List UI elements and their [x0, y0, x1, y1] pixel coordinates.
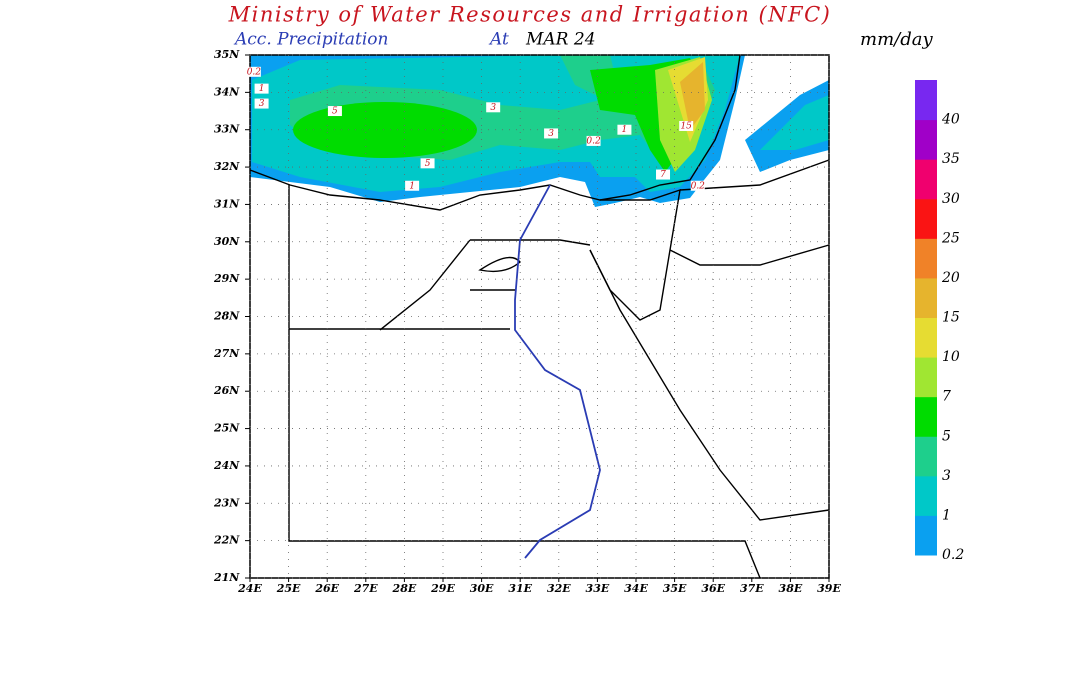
lat-tick-label: 21N: [213, 571, 240, 584]
colorbar-swatch: [915, 515, 937, 556]
colorbar-swatch: [915, 277, 937, 318]
precip-15: [680, 62, 705, 130]
sinai: [589, 188, 681, 321]
colorbar-label: 5: [942, 428, 951, 444]
contour-label: 0.2: [586, 136, 601, 146]
colorbar-swatch: [915, 357, 937, 398]
product: Acc. Precipitation: [233, 30, 388, 50]
contour-label-box: [254, 83, 269, 94]
colorbar-label: 15: [942, 310, 960, 326]
contour-label-box: [405, 180, 420, 191]
lat-tick-label: 30N: [214, 235, 240, 248]
lat-tick-label: 28N: [213, 310, 240, 323]
colorbar-swatch: [915, 436, 937, 477]
lat-tick-label: 24N: [213, 459, 240, 472]
contour-label: 3: [490, 103, 496, 113]
contour-label: 7: [660, 170, 666, 180]
lake: [478, 256, 521, 273]
colorbar-label: 40: [941, 112, 960, 128]
at-label: At: [488, 30, 509, 50]
lat-tick-label: 35N: [214, 48, 240, 61]
lat-tick-label: 32N: [214, 160, 240, 173]
lon-tick-label: 31E: [508, 582, 532, 595]
unit: mm/day: [860, 29, 933, 50]
colorbar-label: 10: [942, 349, 960, 365]
colorbar-label: 3: [942, 468, 951, 484]
contour-label: 0.2: [691, 181, 706, 191]
contour-label: 1: [409, 181, 415, 191]
precip-field: [250, 55, 829, 207]
contour-label: 1: [259, 84, 265, 94]
colorbar-label: 20: [941, 270, 960, 286]
colorbar-label: 0.2: [942, 547, 964, 563]
contour-label-box: [679, 120, 694, 131]
lat-tick-label: 29N: [213, 272, 240, 285]
lat-tick-label: 34N: [214, 85, 240, 98]
contour-label-box: [254, 98, 269, 109]
lon-tick-label: 33E: [586, 582, 610, 595]
colorbar-swatch: [915, 475, 937, 516]
lon-tick-label: 24E: [237, 582, 262, 595]
lon-tick-label: 26E: [314, 582, 339, 595]
contour-label-box: [656, 169, 671, 180]
border: [679, 159, 830, 191]
contour-label-box: [690, 180, 705, 191]
colorbar-label: 30: [942, 191, 960, 207]
contour-label-box: [586, 135, 601, 146]
precip-1: [760, 95, 829, 150]
lon-tick-label: 35E: [663, 582, 687, 595]
contour-label: 5: [332, 107, 338, 117]
title: Ministry of Water Resources and Irrigati…: [228, 3, 832, 27]
colorbar-swatch: [915, 396, 937, 437]
lat-tick-label: 25N: [213, 422, 240, 435]
colorbar-label: 25: [941, 230, 960, 246]
colorbar-label: 1: [942, 507, 951, 523]
date: MAR 24: [525, 30, 596, 50]
lat-tick-label: 31N: [214, 197, 240, 210]
lon-tick-label: 30E: [470, 582, 494, 595]
colorbar-swatch: [915, 198, 937, 239]
lon-tick-label: 34E: [624, 582, 648, 595]
lon-tick-label: 37E: [740, 582, 764, 595]
contour-label: 5: [425, 159, 431, 169]
contour-label: 3: [259, 99, 265, 109]
colorbar-label: 35: [942, 151, 960, 167]
colorbar-swatch: [915, 317, 937, 358]
contour-label: 15: [680, 121, 692, 131]
lat-tick-label: 26N: [213, 384, 240, 397]
contour-label-box: [327, 106, 342, 117]
border: [669, 244, 830, 266]
contour-label: 0.2: [247, 67, 262, 77]
colorbar-swatch: [915, 238, 937, 279]
lon-tick-label: 27E: [353, 582, 378, 595]
contour-label-box: [420, 158, 435, 169]
lon-tick-label: 38E: [779, 582, 803, 595]
contour-label-box: [246, 66, 261, 77]
contour-label: 3: [548, 129, 554, 139]
colorbar-label: 7: [942, 389, 951, 405]
colorbar-swatch: [915, 159, 937, 200]
lon-tick-label: 39E: [817, 582, 841, 595]
lon-tick-label: 25E: [276, 582, 301, 595]
lat-tick-label: 33N: [214, 123, 240, 136]
contour-label-box: [486, 102, 501, 113]
coastline: [249, 54, 741, 211]
governorates: [379, 239, 591, 331]
colorbar-swatch: [915, 80, 937, 121]
lon-tick-label: 32E: [547, 582, 571, 595]
lat-tick-label: 22N: [213, 534, 240, 547]
lon-tick-label: 28E: [392, 582, 417, 595]
contour-label: 1: [622, 125, 628, 135]
lon-tick-label: 29E: [430, 582, 455, 595]
lat-tick-label: 23N: [213, 496, 240, 509]
contour-label-box: [544, 128, 559, 139]
red-sea-coast: [589, 249, 830, 521]
nile: [514, 184, 601, 559]
contour-label-box: [617, 124, 632, 135]
lon-tick-label: 36E: [701, 582, 725, 595]
lat-tick-label: 27N: [213, 347, 240, 360]
colorbar-swatch: [915, 119, 937, 160]
